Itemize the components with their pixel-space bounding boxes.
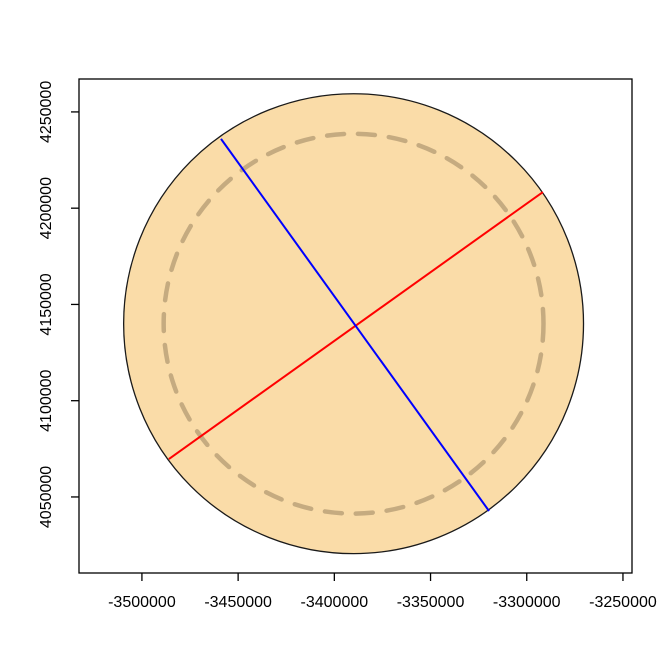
- y-tick-label: 4100000: [38, 369, 55, 431]
- y-tick-label: 4250000: [38, 81, 55, 143]
- x-tick-label: -3350000: [397, 594, 465, 611]
- x-tick-label: -3500000: [108, 594, 176, 611]
- y-tick-label: 4050000: [38, 466, 55, 528]
- geometry-layer: [122, 93, 585, 555]
- x-tick-label: -3450000: [204, 594, 272, 611]
- blue-transect-line: [220, 138, 490, 512]
- y-tick-label: 4150000: [38, 273, 55, 335]
- y-tick-label: 4200000: [38, 177, 55, 239]
- x-tick-label: -3250000: [589, 594, 657, 611]
- axes-layer: -3500000 -3450000 -3400000 -3350000 -3300000…: [38, 78, 657, 611]
- dashed-inner-circle: [161, 131, 546, 516]
- plot-border: [78, 78, 633, 574]
- x-tick-label: -3400000: [301, 594, 369, 611]
- x-tick-label: -3300000: [493, 594, 561, 611]
